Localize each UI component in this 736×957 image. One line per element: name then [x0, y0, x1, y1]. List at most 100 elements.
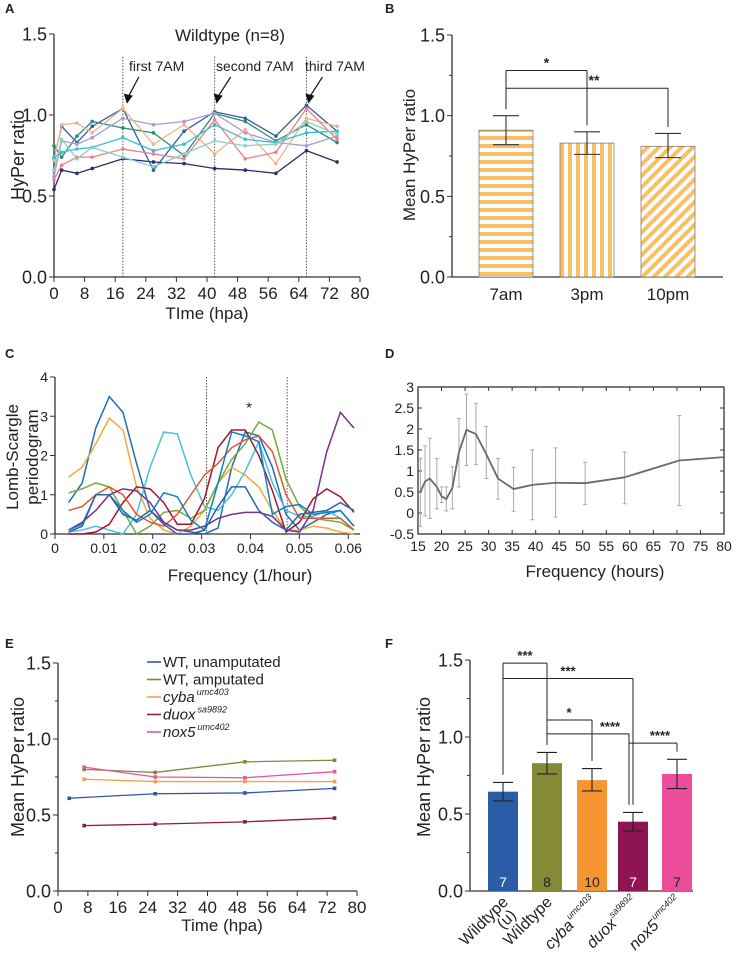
- arrowhead-icon: [213, 93, 223, 104]
- data-point: [90, 124, 95, 129]
- data-point: [243, 760, 247, 764]
- sample-size-label: 10: [584, 874, 600, 890]
- data-point: [212, 139, 217, 143]
- category-name: duox: [584, 915, 621, 952]
- x-tick-label: 25: [457, 538, 473, 554]
- x-tick-label: 70: [669, 538, 685, 554]
- data-point: [75, 121, 79, 125]
- annotation-arrow: [309, 76, 323, 96]
- data-point: [332, 769, 337, 774]
- y-axis-label: Mean HyPer ratio: [8, 697, 28, 837]
- x-tick-label: 56: [258, 898, 277, 917]
- data-point: [212, 111, 217, 116]
- x-tick-label: 0.01: [90, 540, 117, 556]
- x-axis-label: TIme (hpa): [165, 304, 248, 323]
- sample-size-label: 8: [543, 874, 551, 890]
- x-tick-label: 56: [259, 284, 278, 303]
- sample-size-label: 7: [673, 874, 681, 890]
- significance-label: ****: [600, 719, 621, 734]
- y-tick-label: 1.5: [395, 442, 415, 458]
- data-point: [59, 150, 64, 155]
- significance-label: ***: [560, 663, 576, 678]
- data-point: [332, 758, 337, 763]
- x-axis-label: Time (hpa): [181, 916, 263, 935]
- significance-label: *: [544, 54, 550, 70]
- data-series-line: [84, 759, 335, 774]
- data-point: [274, 134, 278, 138]
- y-tick-label: 0.5: [438, 804, 463, 824]
- data-point: [304, 103, 309, 108]
- category-name: cyba: [542, 917, 578, 953]
- x-tick-label: 7am: [489, 285, 522, 304]
- significance-label: *: [566, 705, 572, 720]
- data-point: [151, 165, 156, 169]
- chart-title: Wildtype (n=8): [175, 26, 285, 45]
- data-series-line: [53, 120, 338, 171]
- data-point: [243, 168, 248, 172]
- significance-label: ***: [517, 648, 533, 663]
- x-tick-label: 60: [622, 538, 638, 554]
- data-point: [243, 775, 247, 780]
- legend-label: nox5 umc402: [163, 722, 230, 741]
- data-point: [59, 168, 64, 172]
- data-point: [182, 152, 186, 156]
- data-series-line: [68, 435, 355, 531]
- legend-label: duox sa9892: [163, 705, 227, 724]
- data-point: [304, 122, 309, 127]
- data-point: [90, 155, 95, 159]
- annotation-label: second 7AM: [216, 58, 294, 74]
- y-tick-label: 0.5: [26, 805, 51, 825]
- data-point: [151, 131, 156, 135]
- legend-label: WT, unamputated: [163, 654, 281, 671]
- data-point: [243, 116, 248, 121]
- x-tick-label: 55: [599, 538, 615, 554]
- data-point: [121, 116, 125, 121]
- x-tick-label: 16: [108, 898, 127, 917]
- data-point: [243, 131, 248, 135]
- x-tick-label: 15: [410, 538, 426, 554]
- data-point: [52, 143, 56, 148]
- bar: [532, 763, 562, 891]
- data-point: [212, 122, 217, 127]
- data-point: [52, 178, 56, 182]
- data-point: [335, 160, 339, 164]
- x-tick-label: 8: [83, 898, 92, 917]
- significance-label: **: [589, 72, 600, 88]
- x-tick-label: 72: [320, 284, 339, 303]
- data-point: [90, 135, 95, 140]
- x-tick-label: 0.06: [335, 540, 362, 556]
- data-point: [274, 161, 278, 166]
- y-tick-label: 1.0: [420, 106, 445, 126]
- x-tick-label: 75: [693, 538, 709, 554]
- data-point: [151, 152, 156, 156]
- y-tick-label: -0.5: [390, 526, 414, 542]
- y-tick-label: 1.5: [420, 25, 445, 45]
- x-tick-label: 45: [551, 538, 567, 554]
- x-tick-label: 35: [504, 538, 520, 554]
- data-series-line: [68, 410, 355, 533]
- y-tick-label: 2: [40, 448, 48, 464]
- legend-name: nox5: [163, 724, 196, 741]
- legend-label: cyba umc403: [163, 687, 229, 706]
- x-tick-label: 10pm: [647, 285, 690, 304]
- bar: [559, 142, 615, 278]
- legend-name: WT, unamputated: [163, 654, 281, 671]
- y-tick-label: 0: [406, 505, 414, 521]
- data-point: [274, 142, 278, 146]
- panel-label: F: [385, 636, 393, 651]
- bar: [618, 821, 648, 891]
- data-series-line: [84, 778, 335, 783]
- y-tick-label: 4: [40, 369, 48, 385]
- mean-line: [419, 428, 725, 501]
- y-tick-label: 0.5: [22, 186, 47, 206]
- data-point: [82, 767, 86, 772]
- data-point: [182, 119, 186, 124]
- bar: [478, 129, 534, 278]
- data-point: [243, 137, 248, 142]
- panel-label: E: [5, 636, 14, 651]
- y-tick-label: 0: [40, 526, 48, 542]
- data-series-line: [84, 817, 335, 827]
- legend-superscript: sa9892: [198, 705, 228, 715]
- y-tick-label: 1.0: [26, 729, 51, 749]
